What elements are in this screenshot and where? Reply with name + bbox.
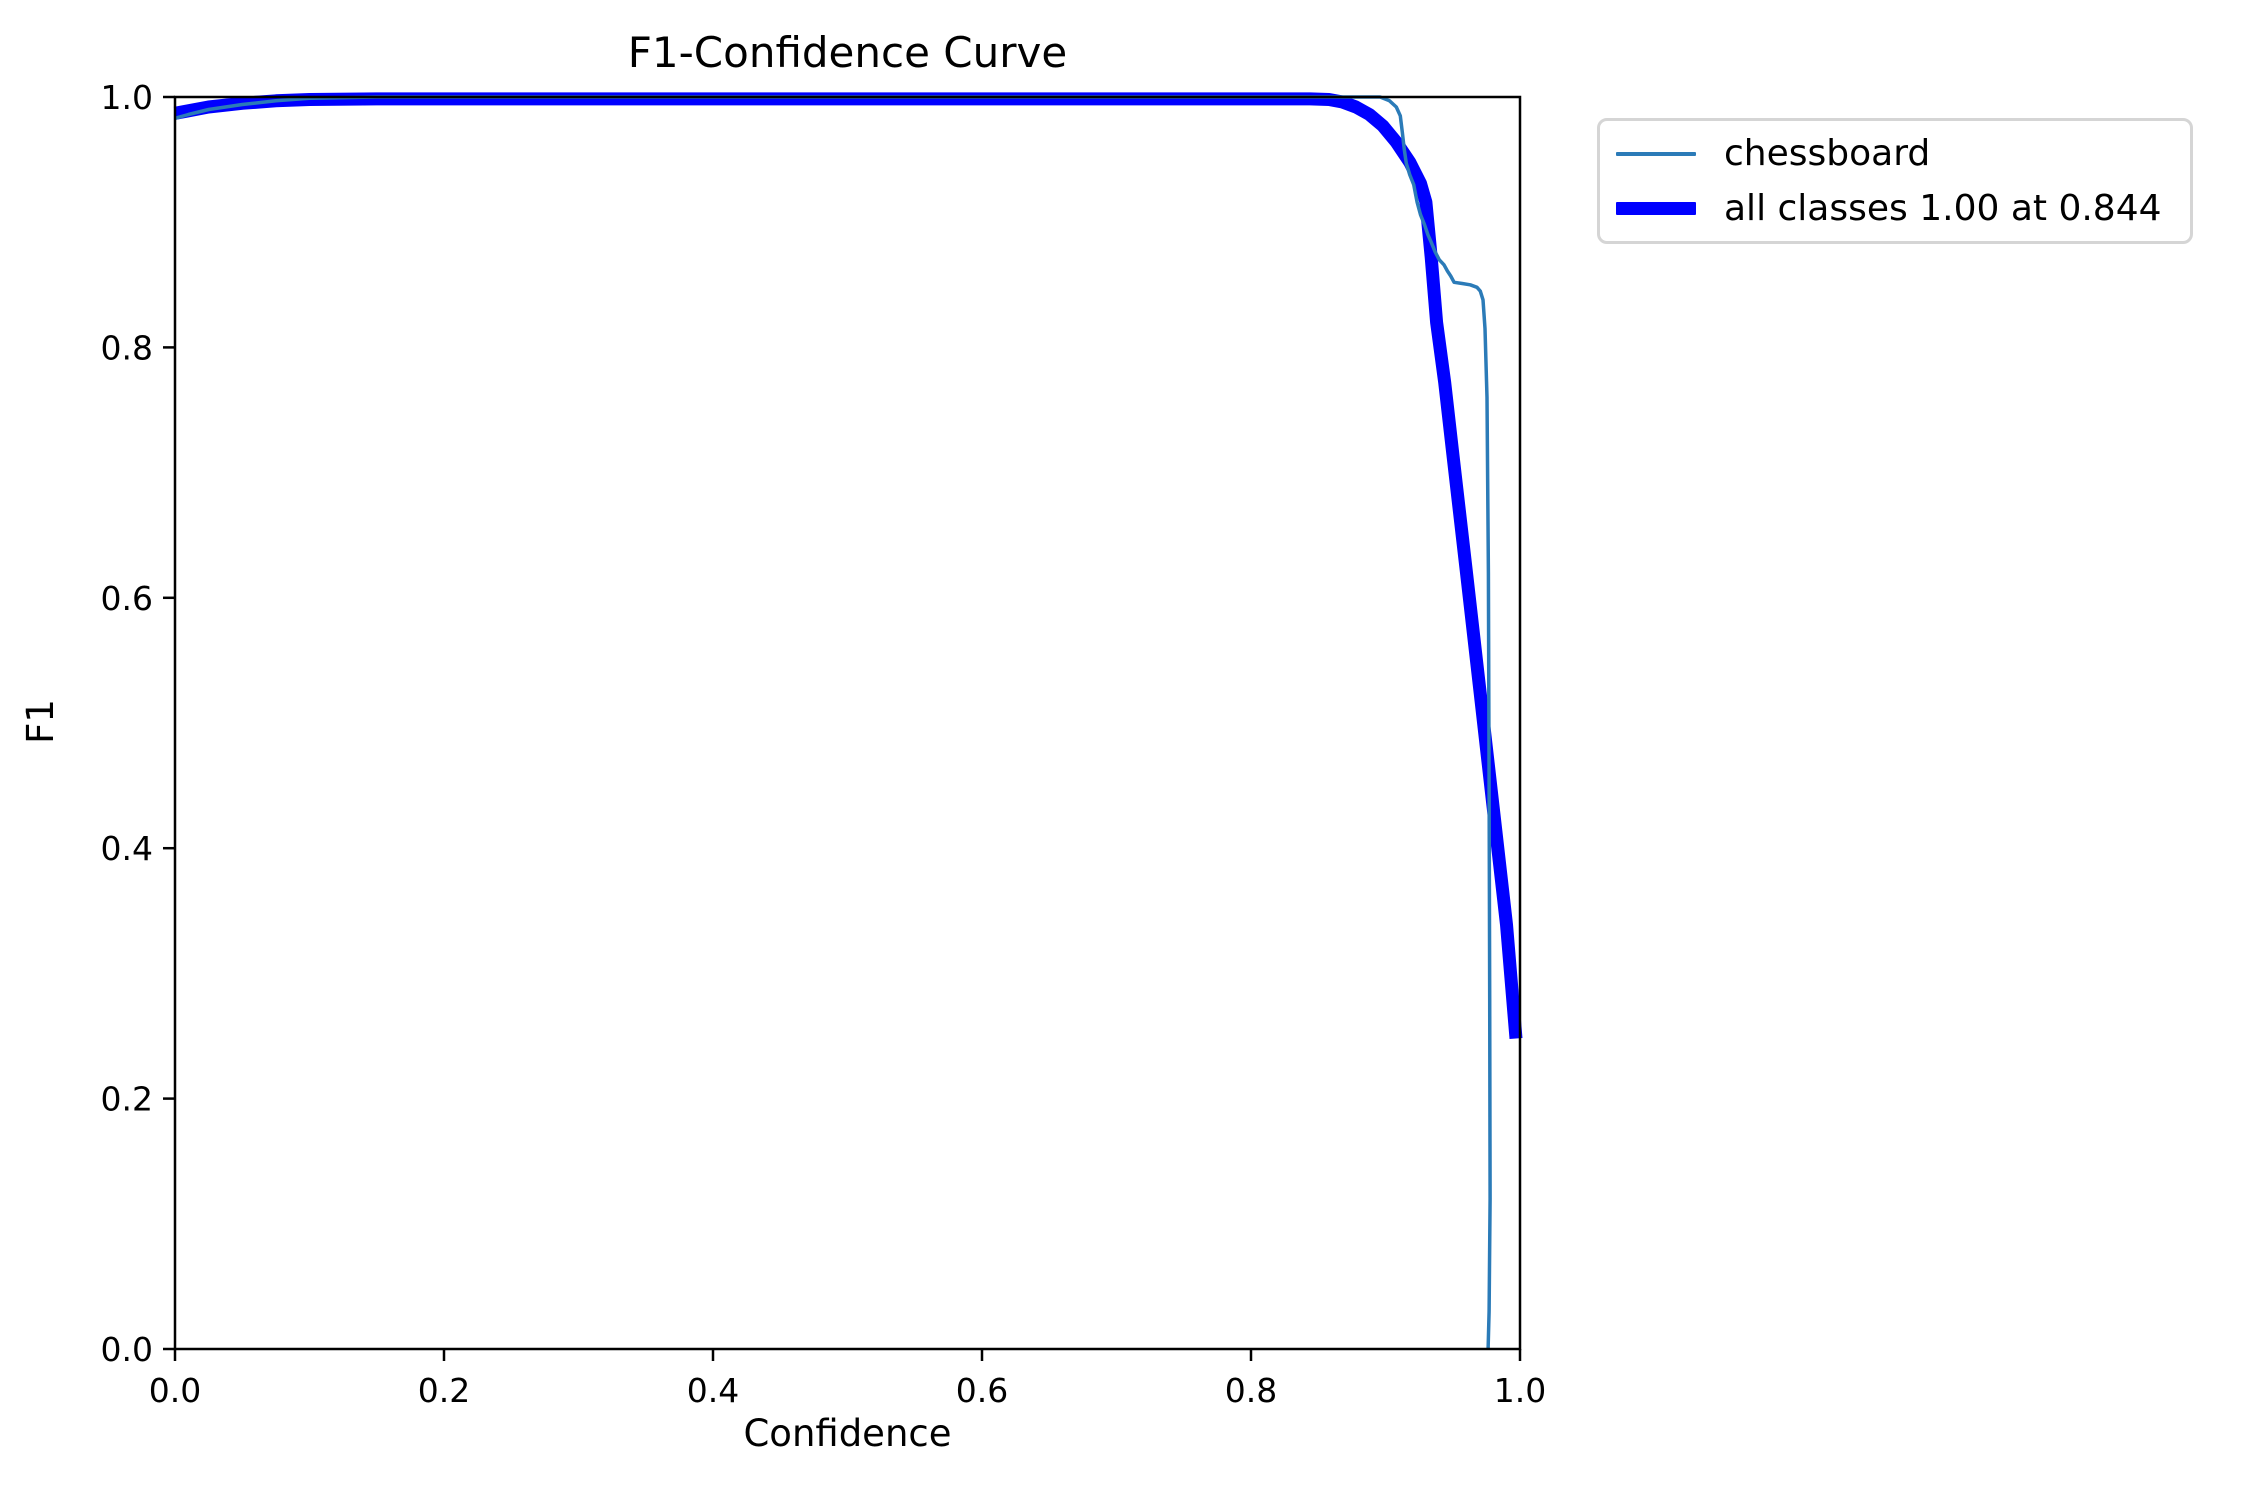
legend-line-swatch	[1616, 151, 1696, 156]
series-line-chessboard	[174, 95, 1492, 1350]
legend-row: chessboard	[1600, 133, 2190, 174]
legend-label: chessboard	[1724, 133, 1931, 174]
y-tick-label: 0.8	[101, 328, 153, 367]
legend: chessboard all classes 1.00 at 0.844	[1597, 118, 2193, 244]
plot-frame	[173, 95, 1522, 1351]
y-tick-label: 0.4	[101, 829, 153, 868]
x-tick-label: 0.4	[687, 1371, 739, 1410]
chart-title: F1-Confidence Curve	[627, 28, 1068, 77]
y-tick-label: 0.6	[101, 579, 153, 618]
y-tick-label: 1.0	[101, 78, 153, 117]
series-line-all-classes	[173, 92, 1523, 1040]
x-tick-label: 0.0	[149, 1371, 201, 1410]
legend-line-swatch	[1616, 202, 1696, 215]
x-tick-label: 0.6	[956, 1371, 1008, 1410]
y-tick-label: 0.0	[101, 1330, 153, 1369]
x-axis-label: Confidence	[743, 1412, 952, 1455]
x-tick-label: 0.2	[418, 1371, 470, 1410]
legend-label: all classes 1.00 at 0.844	[1724, 188, 2162, 229]
y-tick-label: 0.2	[101, 1080, 153, 1119]
x-tick-label: 1.0	[1494, 1371, 1546, 1410]
legend-row: all classes 1.00 at 0.844	[1600, 188, 2190, 229]
y-axis-label: F1	[18, 699, 62, 744]
x-tick-label: 0.8	[1225, 1371, 1277, 1410]
